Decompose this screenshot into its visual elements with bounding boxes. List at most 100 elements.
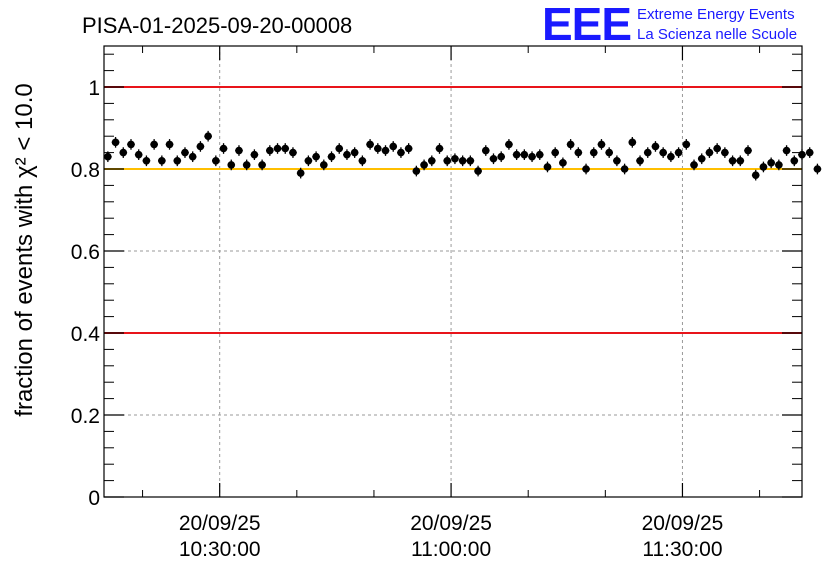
point-marker [458, 157, 467, 165]
point-marker [744, 146, 752, 155]
data-point [605, 147, 613, 158]
data-point [196, 141, 205, 152]
point-marker [559, 159, 567, 167]
point-marker [667, 152, 675, 161]
point-marker [350, 148, 359, 157]
data-point [674, 147, 683, 158]
eee-logo-line1: Extreme Energy Events [637, 6, 795, 23]
data-point [212, 155, 220, 167]
point-marker [404, 144, 413, 153]
data-point [505, 139, 513, 150]
data-point [127, 139, 135, 150]
data-point [759, 161, 768, 173]
data-point [613, 155, 621, 167]
point-marker [466, 157, 475, 165]
data-point [512, 149, 521, 160]
data-point [273, 143, 282, 154]
point-marker [111, 138, 120, 147]
data-point [374, 143, 382, 154]
data-point [690, 159, 698, 171]
data-point [250, 149, 259, 160]
point-marker [705, 148, 714, 157]
point-marker [613, 157, 621, 165]
data-point [335, 143, 344, 154]
point-marker [767, 159, 775, 167]
point-marker [119, 148, 128, 157]
x-tick-time: 11:00:00 [411, 538, 491, 561]
point-marker [158, 157, 166, 165]
data-points [104, 130, 822, 181]
data-point [566, 139, 575, 150]
point-marker [358, 157, 367, 165]
x-tick-time: 10:30:00 [179, 538, 261, 561]
data-point [643, 147, 652, 158]
point-marker [304, 157, 313, 165]
data-point [404, 143, 413, 154]
eee-logo: EEE Extreme Energy Events La Scienza nel… [542, 0, 797, 50]
data-point [582, 163, 590, 175]
y-tick-label: 1 [88, 77, 100, 100]
point-marker [250, 150, 259, 159]
data-point [142, 155, 151, 167]
data-point [751, 169, 760, 181]
point-marker [258, 161, 266, 169]
data-point [659, 147, 667, 158]
point-marker [651, 142, 660, 151]
x-tick-time: 11:30:00 [642, 538, 722, 561]
point-marker [790, 157, 799, 165]
data-point [535, 149, 544, 160]
point-marker [289, 148, 297, 157]
y-tick-label: 0.6 [71, 241, 100, 264]
data-point [358, 155, 367, 167]
eee-logo-line2: La Scienza nelle Scuole [637, 26, 797, 43]
data-point [435, 143, 444, 154]
x-tick-date: 20/09/25 [642, 512, 724, 535]
point-marker [420, 161, 428, 169]
y-tick-label: 0.8 [71, 159, 100, 182]
point-marker [713, 144, 721, 153]
data-point [597, 139, 606, 150]
point-marker [489, 154, 498, 163]
data-point [366, 139, 374, 150]
data-point [242, 159, 251, 171]
data-point [204, 130, 212, 142]
point-marker [659, 148, 667, 157]
data-point [705, 147, 714, 158]
data-point [266, 145, 274, 156]
point-marker [636, 157, 644, 165]
data-point [805, 147, 814, 158]
data-point [343, 149, 351, 160]
x-tick-date: 20/09/25 [410, 512, 492, 535]
data-point [636, 155, 644, 167]
point-marker [520, 150, 529, 159]
point-marker [266, 146, 274, 155]
data-point [497, 151, 506, 163]
point-marker [435, 144, 444, 153]
point-marker [204, 132, 212, 140]
data-point [543, 161, 552, 173]
point-marker [273, 144, 282, 153]
data-point [420, 159, 428, 171]
data-point [667, 151, 675, 163]
data-point [150, 139, 158, 150]
data-point [304, 155, 313, 167]
data-point [173, 155, 182, 167]
point-marker [165, 140, 174, 149]
data-point [481, 145, 490, 156]
data-point [782, 145, 791, 156]
data-point [474, 165, 482, 177]
eee-logo-mark: EEE [542, 0, 631, 50]
data-point [111, 137, 120, 148]
x-tick-labels: 20/09/25 10:30:00 20/09/25 11:00:00 20/09/25… [179, 512, 724, 561]
point-marker [312, 152, 320, 161]
y-tick-label: 0.2 [71, 405, 100, 428]
data-point [813, 163, 822, 175]
data-point [458, 155, 467, 167]
point-marker [775, 161, 783, 169]
point-marker [605, 148, 613, 157]
data-point [389, 141, 398, 152]
data-point [327, 151, 336, 163]
data-point [713, 143, 721, 154]
point-marker [721, 148, 729, 157]
point-marker [104, 152, 112, 161]
